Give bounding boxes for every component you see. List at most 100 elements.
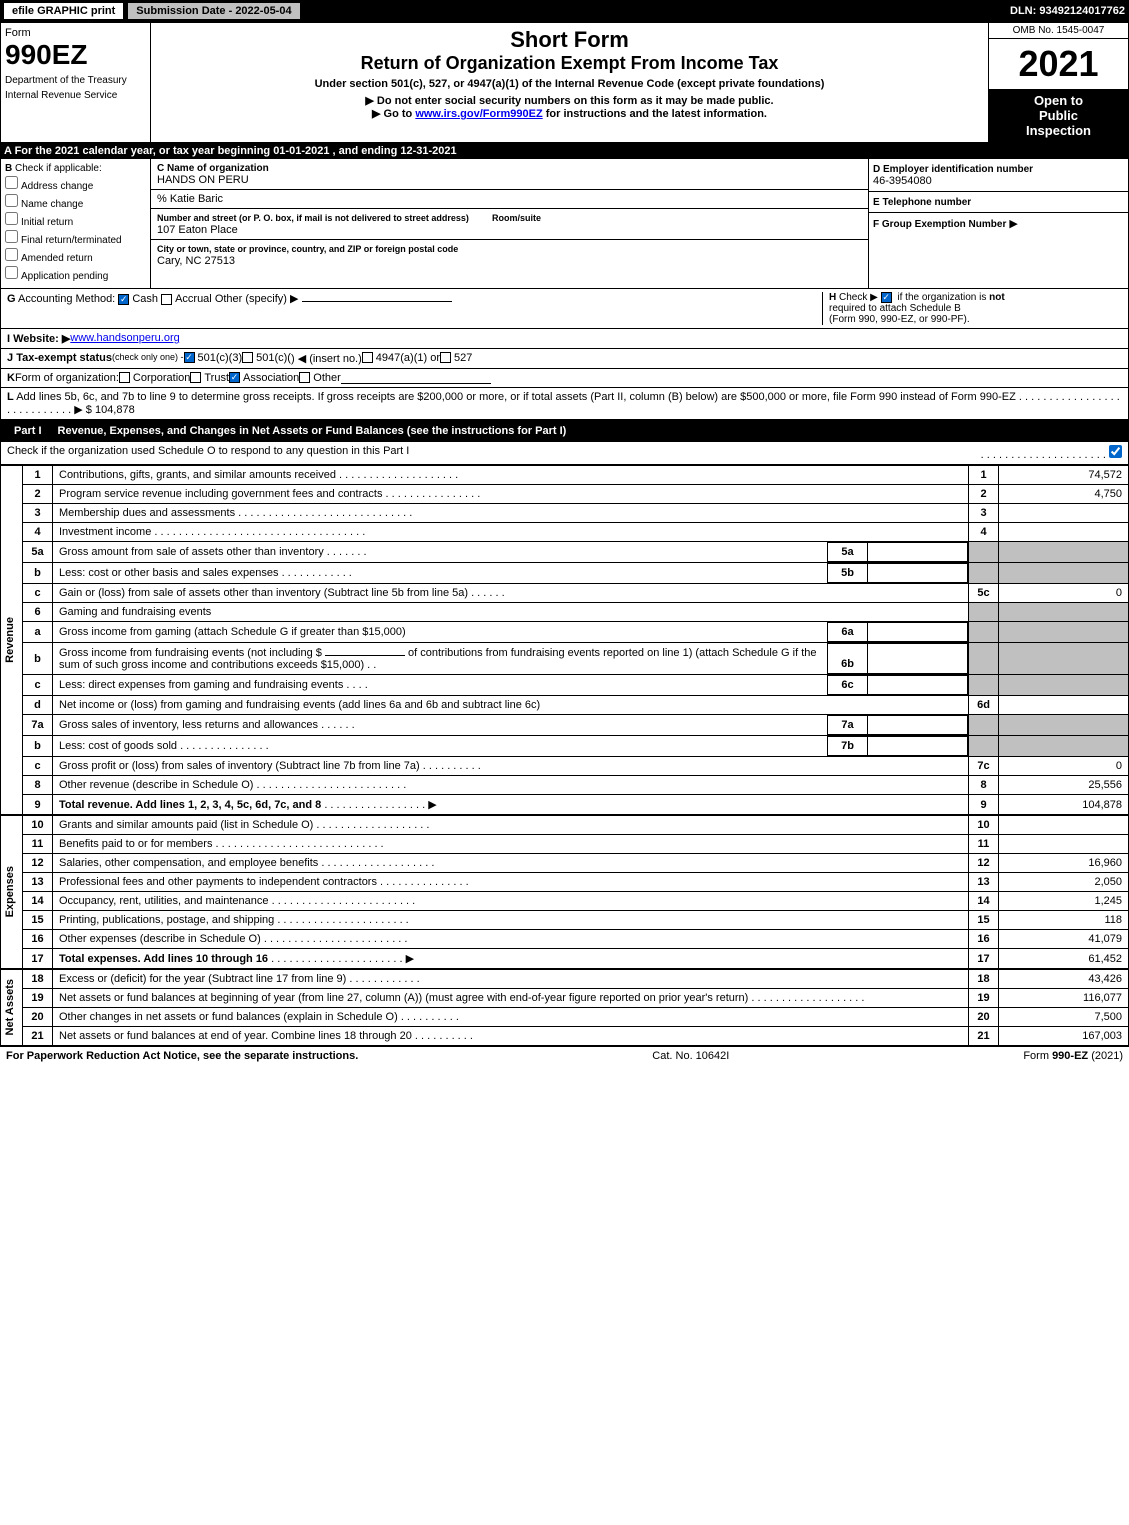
row-j: J Tax-exempt status (check only one) - 5…	[0, 349, 1129, 369]
f-label: F	[873, 219, 879, 230]
ssn-warning: ▶ Do not enter social security numbers o…	[155, 94, 984, 107]
line-18: 18Excess or (deficit) for the year (Subt…	[23, 970, 1129, 989]
section-a: A For the 2021 calendar year, or tax yea…	[0, 143, 1129, 159]
line-14: 14Occupancy, rent, utilities, and mainte…	[23, 892, 1129, 911]
g-label: G	[7, 293, 16, 305]
checkbox-final-return[interactable]	[5, 230, 18, 243]
i-label: I	[7, 333, 10, 345]
k-opt0: Corporation	[133, 372, 190, 384]
checkbox-schedule-b[interactable]	[881, 292, 892, 303]
org-name: HANDS ON PERU	[157, 174, 249, 186]
checkbox-name-change[interactable]	[5, 194, 18, 207]
line-6: 6Gaming and fundraising events	[23, 603, 1129, 622]
cb-label-5: Application pending	[21, 271, 108, 282]
j-opt2: 501(c)(	[256, 352, 291, 365]
cb-label-1: Name change	[21, 199, 83, 210]
checkbox-corp[interactable]	[119, 372, 130, 383]
l-text: Add lines 5b, 6c, and 7b to line 9 to de…	[16, 391, 1016, 403]
line-21: 21Net assets or fund balances at end of …	[23, 1027, 1129, 1046]
j-opt1: 501(c)(3)	[198, 352, 243, 365]
checkbox-accrual[interactable]	[161, 294, 172, 305]
line-15: 15Printing, publications, postage, and s…	[23, 911, 1129, 930]
addr-label: Number and street (or P. O. box, if mail…	[157, 213, 469, 223]
checkbox-address-change[interactable]	[5, 176, 18, 189]
d-label: D	[873, 164, 880, 175]
row-k: K Form of organization: Corporation Trus…	[0, 369, 1129, 388]
g-accrual: Accrual	[175, 293, 212, 305]
e-text: Telephone number	[882, 197, 971, 208]
line-8: 8Other revenue (describe in Schedule O) …	[23, 776, 1129, 795]
j-opt2b: ) ◀ (insert no.)	[291, 352, 362, 365]
part1-note: (see the instructions for Part I)	[407, 425, 567, 437]
city-label: City or town, state or province, country…	[157, 244, 458, 254]
c-label: C	[157, 163, 164, 174]
checkbox-amended[interactable]	[5, 248, 18, 261]
checkbox-4947[interactable]	[362, 352, 373, 363]
h-text2: if the organization is	[897, 292, 986, 303]
line-4: 4Investment income . . . . . . . . . . .…	[23, 523, 1129, 542]
section-f: F Group Exemption Number ▶	[869, 213, 1128, 234]
checkbox-501c[interactable]	[242, 352, 253, 363]
instructions-link-row: ▶ Go to www.irs.gov/Form990EZ for instru…	[155, 107, 984, 120]
checkbox-trust[interactable]	[190, 372, 201, 383]
expenses-section-label: Expenses	[0, 815, 22, 969]
row-i: I Website: ▶ www.handsonperu.org	[0, 329, 1129, 349]
k-opt1: Trust	[204, 372, 229, 384]
omb-number: OMB No. 1545-0047	[989, 23, 1128, 39]
line-6a: aGross income from gaming (attach Schedu…	[23, 622, 1129, 643]
checkbox-pending[interactable]	[5, 266, 18, 279]
checkbox-527[interactable]	[440, 352, 451, 363]
form-subtitle: Under section 501(c), 527, or 4947(a)(1)…	[155, 78, 984, 90]
form-number: 990EZ	[5, 39, 146, 71]
form-title-short: Short Form	[155, 27, 984, 53]
l-arrow: ▶	[74, 404, 82, 416]
i-text: Website: ▶	[13, 333, 70, 345]
line-6d: dNet income or (loss) from gaming and fu…	[23, 696, 1129, 715]
footer-left: For Paperwork Reduction Act Notice, see …	[6, 1050, 358, 1062]
room-label: Room/suite	[492, 213, 541, 223]
k-opt2: Association	[243, 372, 299, 384]
street-address: 107 Eaton Place	[157, 224, 238, 236]
line-10: 10Grants and similar amounts paid (list …	[23, 816, 1129, 835]
website-link[interactable]: www.handsonperu.org	[70, 332, 179, 345]
line-9: 9Total revenue. Add lines 1, 2, 3, 4, 5c…	[23, 795, 1129, 815]
footer-center: Cat. No. 10642I	[652, 1050, 729, 1062]
form-header: Form 990EZ Department of the Treasury In…	[0, 22, 1129, 143]
k-label: K	[7, 372, 15, 384]
g-text: Accounting Method:	[18, 293, 115, 305]
section-h: H Check ▶ if the organization is not req…	[822, 292, 1122, 325]
part1-check-text: Check if the organization used Schedule …	[7, 445, 409, 461]
line-5c: cGain or (loss) from sale of assets othe…	[23, 584, 1129, 603]
cb-label-4: Amended return	[21, 253, 93, 264]
l-label: L	[7, 391, 14, 403]
row-g-h: G Accounting Method: Cash Accrual Other …	[0, 289, 1129, 329]
g-cash: Cash	[132, 293, 158, 305]
checkbox-assoc[interactable]	[229, 372, 240, 383]
h-text1: Check ▶	[839, 292, 878, 303]
line-19: 19Net assets or fund balances at beginni…	[23, 989, 1129, 1008]
row-l: L Add lines 5b, 6c, and 7b to line 9 to …	[0, 388, 1129, 420]
k-opt3: Other	[313, 372, 341, 384]
checkbox-501c3[interactable]	[184, 352, 195, 363]
line-1: 1Contributions, gifts, grants, and simil…	[23, 466, 1129, 485]
netassets-table: 18Excess or (deficit) for the year (Subt…	[22, 969, 1129, 1046]
h-label: H	[829, 292, 836, 303]
ein-value: 46-3954080	[873, 175, 932, 187]
j-opt3: 4947(a)(1) or	[376, 352, 440, 365]
inspection-3: Inspection	[993, 123, 1124, 138]
h-text4: required to attach Schedule B	[829, 303, 961, 314]
care-of: % Katie Baric	[157, 193, 223, 205]
revenue-table: 1Contributions, gifts, grants, and simil…	[22, 465, 1129, 815]
line-7a: 7aGross sales of inventory, less returns…	[23, 715, 1129, 736]
line-5b: bLess: cost or other basis and sales exp…	[23, 563, 1129, 584]
efile-print-button[interactable]: efile GRAPHIC print	[4, 3, 123, 19]
submission-date-button[interactable]: Submission Date - 2022-05-04	[127, 2, 300, 20]
checkbox-initial-return[interactable]	[5, 212, 18, 225]
footer-right: Form 990-EZ (2021)	[1023, 1050, 1123, 1062]
k-text: Form of organization:	[15, 372, 119, 384]
e-label: E	[873, 197, 880, 208]
checkbox-other-org[interactable]	[299, 372, 310, 383]
checkbox-schedule-o[interactable]	[1109, 445, 1122, 458]
irs-link[interactable]: www.irs.gov/Form990EZ	[415, 108, 542, 120]
checkbox-cash[interactable]	[118, 294, 129, 305]
